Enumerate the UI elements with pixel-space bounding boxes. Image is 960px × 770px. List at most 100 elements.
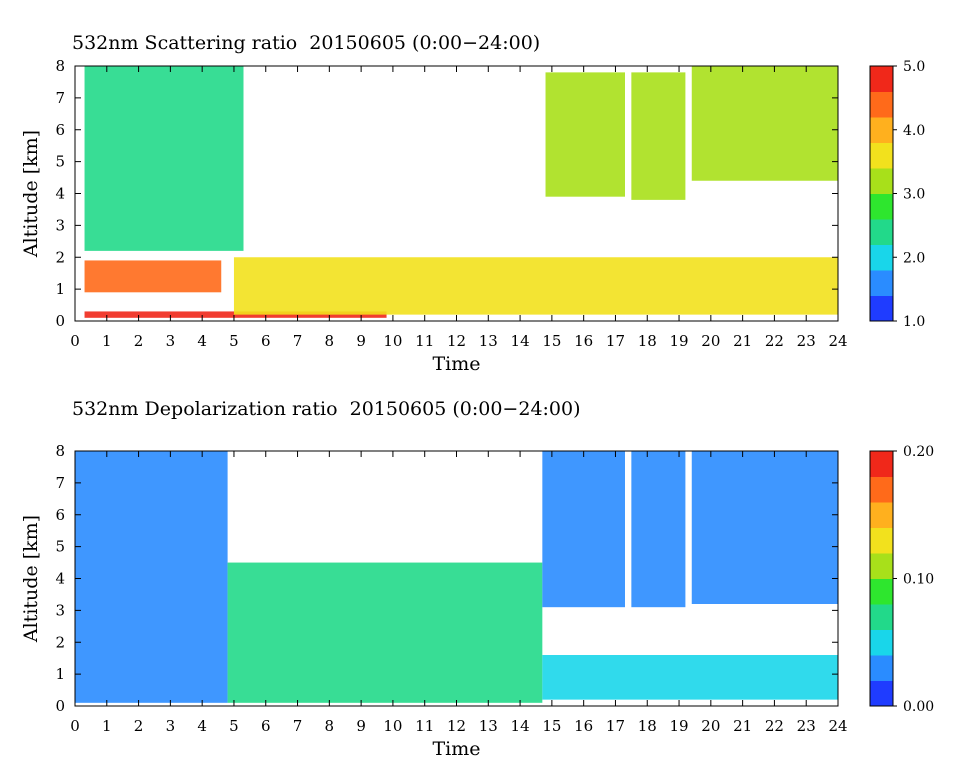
x-tick-label: 23 [797,332,816,350]
y-tick-label: 2 [55,633,65,651]
y-tick-label: 8 [55,57,65,75]
colorbar-swatch [870,680,893,707]
heatmap-region-cirrus-15-17 [545,72,625,197]
colorbar-swatch [870,219,893,245]
x-axis-label: Time [432,738,480,760]
x-tick-label: 23 [797,717,816,735]
y-tick-label: 3 [55,601,65,619]
x-tick-label: 14 [511,717,530,735]
x-tick-label: 0 [70,717,80,735]
y-tick-label: 5 [55,538,65,556]
colorbar-label: 0.20 [903,444,934,460]
heatmap-region-low-cloud-layer [84,260,222,293]
x-tick-label: 7 [293,717,303,735]
x-tick-label: 5 [229,717,239,735]
x-tick-label: 2 [134,717,144,735]
colorbar-swatch [870,655,893,681]
y-tick-label: 5 [55,153,65,171]
x-tick-label: 22 [765,717,784,735]
x-tick-label: 19 [669,332,688,350]
colorbar-swatch [870,553,893,579]
x-tick-label: 20 [701,332,720,350]
heatmap-region-boundary-layer-band [233,257,839,315]
y-tick-label: 2 [55,248,65,266]
x-tick-label: 12 [447,332,466,350]
x-tick-label: 5 [229,332,239,350]
colorbar-swatch [870,66,893,92]
x-tick-label: 9 [356,717,366,735]
x-tick-label: 10 [383,332,402,350]
x-tick-label: 9 [356,332,366,350]
y-tick-label: 1 [55,280,65,298]
y-tick-label: 4 [55,185,65,203]
y-tick-label: 7 [55,474,65,492]
y-tick-label: 7 [55,89,65,107]
x-axis-label: Time [432,353,480,375]
colorbar-swatch [870,604,893,630]
x-tick-label: 16 [574,332,593,350]
y-axis-label: Altitude [km] [20,130,42,258]
colorbar-swatch [870,270,893,296]
x-tick-label: 16 [574,717,593,735]
colorbar-swatch [870,578,893,605]
y-tick-label: 6 [55,506,65,524]
colorbar-swatch [870,142,893,169]
x-tick-label: 24 [828,717,847,735]
x-tick-label: 19 [669,717,688,735]
y-tick-label: 3 [55,216,65,234]
depolarization-ratio-chart: 0 1 2 3 4 5 6 7 8 9 10 11 12 13 14 15 16 17 18 19 20 21 22 23 24… [20,442,934,760]
colorbar-swatch [870,476,893,503]
x-tick-label: 4 [197,332,207,350]
colorbar-swatch [870,527,893,554]
x-tick-label: 7 [293,332,303,350]
x-tick-label: 1 [102,332,112,350]
x-tick-label: 6 [261,332,271,350]
x-tick-label: 17 [606,717,625,735]
y-tick-label: 6 [55,121,65,139]
x-tick-label: 21 [733,717,752,735]
x-tick-label: 3 [166,717,176,735]
colorbar-swatch [870,91,893,118]
x-tick-label: 14 [511,332,530,350]
x-tick-label: 13 [479,332,498,350]
colorbar-swatch [870,117,893,143]
colorbar-swatch [870,193,893,220]
y-tick-label: 0 [55,697,65,715]
x-tick-label: 6 [261,717,271,735]
x-tick-label: 10 [383,717,402,735]
x-tick-label: 21 [733,332,752,350]
x-tick-label: 2 [134,332,144,350]
colorbar-swatch [870,295,893,322]
x-tick-label: 22 [765,332,784,350]
x-tick-label: 0 [70,332,80,350]
y-tick-label: 0 [55,312,65,330]
heatmap-region-aerosol-layer-0-5 [75,451,228,703]
x-tick-label: 17 [606,332,625,350]
heatmap-region-aerosol-layer-5-15 [227,562,543,703]
colorbar-swatch [870,244,893,271]
colorbar-label: 3.0 [903,187,925,203]
x-tick-label: 12 [447,717,466,735]
chart-title-scattering: 532nm Scattering ratio 20150605 (0:00−24… [72,32,541,54]
x-tick-label: 18 [638,332,657,350]
colorbar-swatch [870,451,893,477]
heatmap-region-boundary-layer-15-24 [542,655,838,700]
y-tick-label: 8 [55,442,65,460]
chart-title-depolarization: 532nm Depolarization ratio 20150605 (0:0… [72,398,581,420]
colorbar-swatch [870,629,893,656]
x-tick-label: 24 [828,332,847,350]
colorbar-label: 1.0 [903,314,925,330]
x-tick-label: 20 [701,717,720,735]
y-tick-label: 1 [55,665,65,683]
colorbar-label: 4.0 [903,123,925,139]
colorbar-label: 2.0 [903,250,925,266]
colorbar-swatch [870,502,893,528]
x-tick-label: 3 [166,332,176,350]
colorbar-swatch [870,168,893,194]
x-tick-label: 8 [325,717,335,735]
heatmap-region-cirrus-19-24 [691,451,838,604]
heatmap-region-cirrus-17-19 [631,451,686,608]
x-tick-label: 18 [638,717,657,735]
heatmap-region-cirrus-19-24 [691,66,838,181]
x-tick-label: 4 [197,717,207,735]
